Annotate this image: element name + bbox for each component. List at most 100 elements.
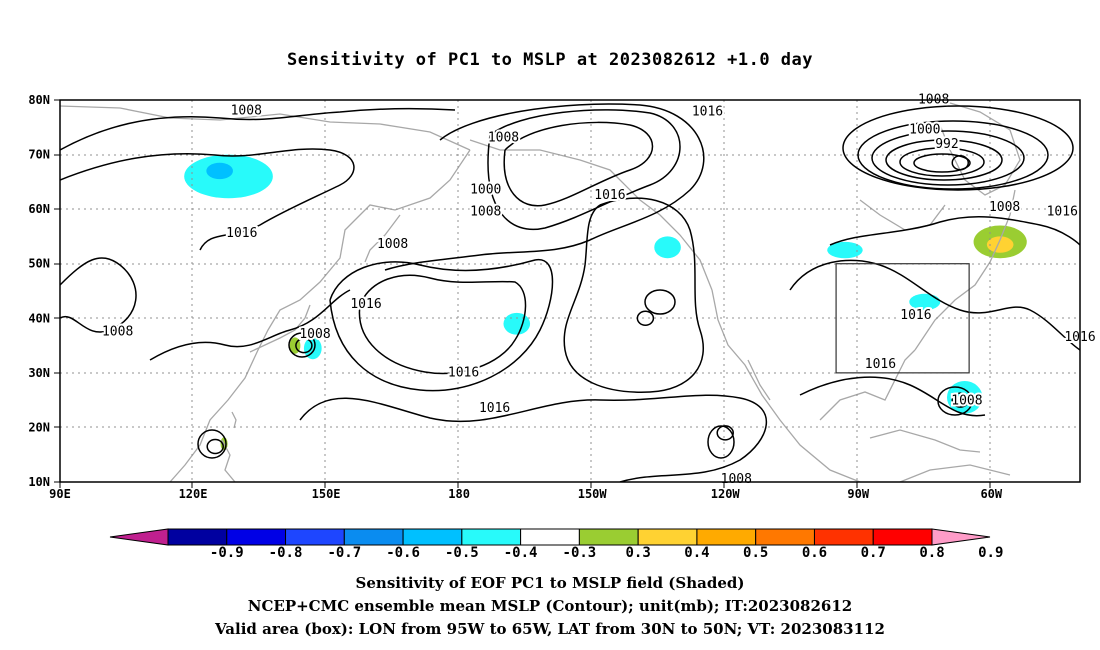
contour-label: 1016: [448, 365, 479, 380]
contour-label: 1016: [226, 226, 257, 241]
caption-valid-area: Valid area (box): LON from 95W to 65W, L…: [215, 620, 885, 638]
lon-label: 180: [448, 487, 470, 501]
colorbar-swatch: [578, 528, 639, 546]
taiwan: [231, 411, 237, 429]
contour-label: 1008: [102, 324, 133, 339]
mslp-contours: [60, 103, 1080, 482]
south-america-coast: [899, 464, 1011, 482]
north-america-west-coast: [711, 289, 861, 482]
contour-label: 1008: [989, 200, 1020, 215]
coastlines: [60, 100, 1021, 482]
caption-contour: NCEP+CMC ensemble mean MSLP (Contour); u…: [247, 597, 853, 615]
lat-label: 70N: [28, 148, 50, 162]
contour-label: 1016: [692, 105, 723, 120]
center-high-east-pacific: [716, 425, 734, 441]
colorbar-label: -0.8: [269, 545, 303, 561]
contour-label: 1008: [231, 103, 262, 118]
contour-aleutian-mid: [487, 109, 681, 230]
lat-label: 40N: [28, 311, 50, 325]
colorbar-label: 0.5: [743, 545, 768, 561]
colorbar-swatch: [343, 528, 404, 546]
lat-label: 50N: [28, 257, 50, 271]
lat-label: 10N: [28, 475, 50, 489]
alaska-coast: [469, 139, 713, 291]
axis-ticks: [54, 99, 991, 488]
colorbar-min-arrow: [109, 528, 169, 546]
caribbean: [869, 429, 981, 453]
contour-gulf-1008: [799, 376, 986, 417]
contour-japan-low-1: [288, 332, 316, 358]
contour-pacific-ridge: [563, 197, 705, 393]
map-frame: [59, 99, 1081, 483]
lon-label: 150W: [578, 487, 608, 501]
colorbar-swatch: [813, 528, 874, 546]
patch-cyan-great-lakes: [909, 293, 941, 311]
asia-north-coast: [60, 105, 471, 151]
contour-label: 1016: [1047, 204, 1078, 219]
valid-area-box: [835, 263, 970, 374]
colorbar-label: 0.7: [861, 545, 886, 561]
contour-east-asia-1008b: [149, 289, 351, 361]
center-low-west-pacific: [295, 337, 313, 354]
contour-pacific-high-2: [358, 274, 527, 375]
contour-atlantic-low-4: [885, 139, 1003, 181]
pressure-centers: [206, 155, 970, 455]
east-asia-coast: [169, 149, 471, 482]
contour-north-america-1016: [829, 215, 1080, 246]
contour-north-america-1016b: [789, 259, 1080, 351]
patch-cyan-north-pacific: [503, 312, 531, 335]
colorbar-label: -0.6: [386, 545, 420, 561]
contour-atlantic-low-3: [871, 130, 1025, 186]
contour-east-pacific-high: [707, 425, 735, 459]
map-title: Sensitivity of PC1 to MSLP at 2023082612…: [286, 50, 813, 70]
contour-arctic-1008: [60, 107, 456, 151]
lat-label: 60N: [28, 202, 50, 216]
contour-label: 992: [935, 137, 958, 152]
contour-atlantic-low-5: [899, 147, 985, 177]
patch-cyan-japan: [303, 337, 322, 360]
center-high-central-pacific: [636, 310, 655, 327]
center-low-atlantic: [951, 392, 970, 408]
colorbar-swatch: [637, 528, 698, 546]
colorbar-label: -0.3: [563, 545, 597, 561]
contour-label: 1016: [594, 188, 625, 203]
lon-label: 90E: [49, 487, 71, 501]
contour-siberia-1016: [60, 148, 355, 251]
lon-label: 60W: [980, 487, 1002, 501]
contour-label: 1016: [900, 308, 931, 323]
colorbar-swatch: [402, 528, 463, 546]
patch-blue-east-siberia: [206, 162, 233, 180]
patch-yellow-newfoundland: [986, 236, 1014, 253]
contour-pacific-high-outer: [329, 259, 554, 392]
lat-label: 20N: [28, 420, 50, 434]
colorbar-swatch: [285, 528, 345, 546]
colorbar-label: 0.6: [802, 545, 827, 561]
patch-cyan-labrador: [827, 241, 863, 259]
patch-cyan-gulf-alaska: [654, 236, 681, 259]
contour-label: 1008: [721, 472, 752, 487]
contour-label: 1008: [488, 131, 519, 146]
center-low-south-china-sea: [206, 438, 224, 455]
colorbar-labels: -0.9 -0.8 -0.7 -0.6 -0.5 -0.4 -0.3 0.3 0.4 0.5 0.6…: [210, 545, 1004, 561]
contour-aleutian-inner: [503, 121, 654, 207]
lat-label: 30N: [28, 366, 50, 380]
colorbar-swatch: [872, 528, 933, 546]
contour-label: 1016: [350, 297, 381, 312]
baja: [747, 359, 771, 401]
japan: [249, 304, 311, 353]
colorbar-label: -0.4: [504, 545, 538, 561]
caption-shading: Sensitivity of EOF PC1 to MSLP field (Sh…: [355, 574, 745, 592]
colorbar-swatch: [167, 528, 228, 546]
lon-label: 90W: [847, 487, 869, 501]
contour-label: 1016: [479, 401, 510, 416]
colorbar-max-arrow: [931, 528, 991, 546]
contour-label: 1000: [909, 123, 940, 138]
contour-subtropical-1016: [299, 394, 768, 482]
lon-label: 150E: [312, 487, 341, 501]
contour-atlantic-small-low: [937, 386, 973, 416]
colorbar-label: 0.3: [626, 545, 651, 561]
gulf-of-mexico: [819, 349, 916, 421]
colorbar-label: 0.4: [684, 545, 709, 561]
